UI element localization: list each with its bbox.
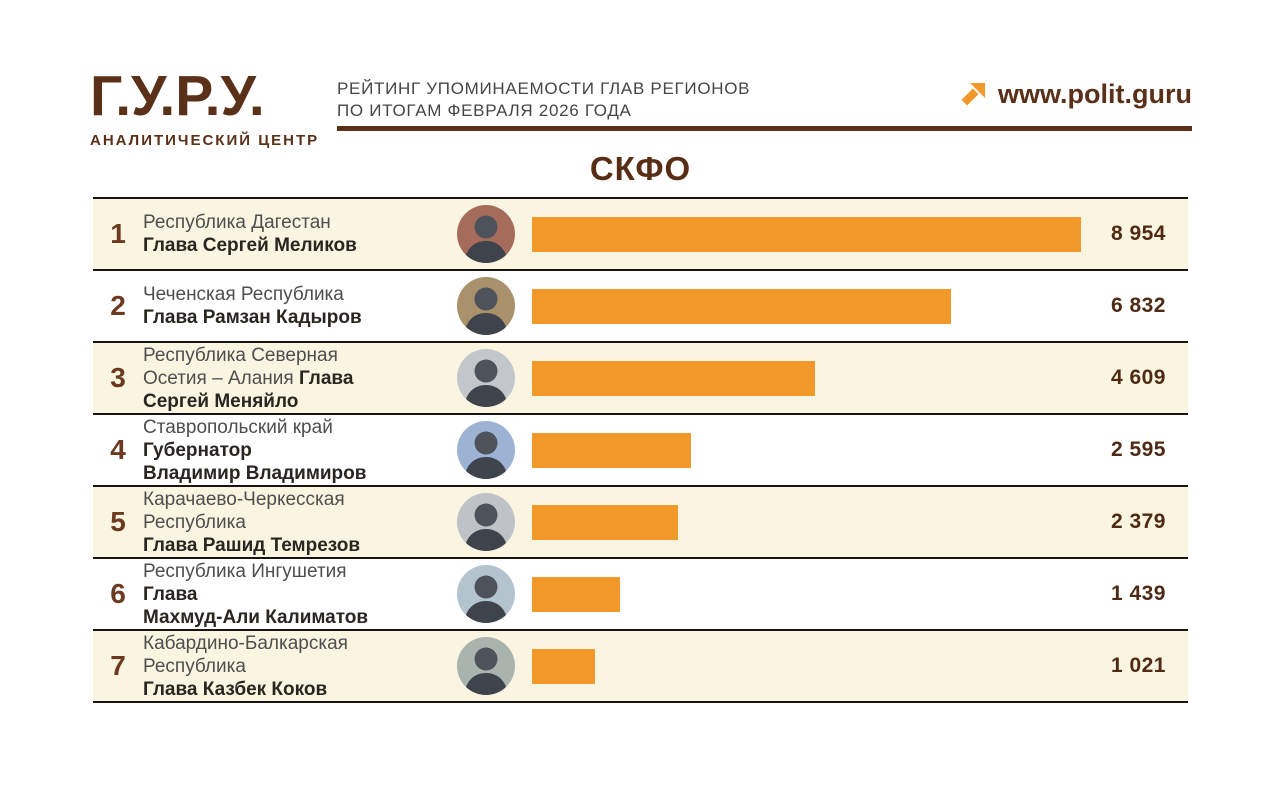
label-line: Республика Северная xyxy=(143,344,338,366)
person-silhouette-icon xyxy=(457,421,515,479)
rank-number: 1 xyxy=(110,218,126,249)
guru-logo: Г.У.Р.У. АНАЛИТИЧЕСКИЙ ЦЕНТР xyxy=(90,64,340,150)
section-title: СКФО xyxy=(589,150,692,187)
person-silhouette-icon xyxy=(457,277,515,335)
label-line: Глава xyxy=(143,583,198,605)
label-line: Ставропольский край xyxy=(143,416,333,438)
mention-bar xyxy=(532,576,620,612)
ranking-row-7: 7 Кабардино-Балкарская Республика Глава Каз… xyxy=(93,629,1188,701)
label-line: Республика xyxy=(143,511,246,533)
header-divider xyxy=(337,126,1192,131)
label-line: Сергей Меняйло xyxy=(143,390,299,412)
photo-kazbek-kokov xyxy=(457,637,515,695)
mention-bar xyxy=(532,216,1081,252)
label-line: Республика Ингушетия xyxy=(143,560,347,582)
mention-bar xyxy=(532,504,678,540)
bar-track xyxy=(532,216,1082,252)
mention-bar xyxy=(532,360,815,396)
mention-bar xyxy=(532,648,595,684)
photo-sergey-melikov xyxy=(457,205,515,263)
label-line: Глава Сергей Меликов xyxy=(143,235,357,256)
label-line: Карачаево-Черкесская xyxy=(143,488,345,510)
ranking-row-3: 3 Республика Северная Осетия – Алания Глав… xyxy=(93,341,1188,413)
label-line: Республика Дагестан xyxy=(143,212,331,233)
region-label: Республика Северная Осетия – Алания Глава… xyxy=(143,344,435,413)
logo-subtitle: АНАЛИТИЧЕСКИЙ ЦЕНТР xyxy=(90,132,320,149)
bar-track xyxy=(532,504,1082,540)
person-silhouette-icon xyxy=(457,205,515,263)
region-label: Кабардино-Балкарская Республика Глава Казб… xyxy=(143,632,435,701)
rank-number: 6 xyxy=(110,578,126,609)
label-line: Чеченская Республика xyxy=(143,284,344,305)
photo-sergey-menyaylo xyxy=(457,349,515,407)
label-line: Глава Рамзан Кадыров xyxy=(143,307,362,328)
mention-bar xyxy=(532,432,691,468)
label-line: Губернатор xyxy=(143,439,252,461)
report-title-line1: РЕЙТИНГ УПОМИНАЕМОСТИ ГЛАВ РЕГИОНОВ xyxy=(337,79,751,98)
mention-count: 1 439 xyxy=(1110,582,1166,605)
bar-track xyxy=(532,432,1082,468)
label-line: Республика xyxy=(143,655,246,677)
photo-makhmud-ali-kalimatov xyxy=(457,565,515,623)
bar-track xyxy=(532,576,1082,612)
mention-count: 2 595 xyxy=(1110,438,1166,461)
photo-rashid-temrezov xyxy=(457,493,515,551)
label-line: Глава Рашид Темрезов xyxy=(143,534,361,556)
rank-number: 3 xyxy=(110,362,126,393)
bar-track xyxy=(532,648,1082,684)
logo-title: Г.У.Р.У. xyxy=(90,64,265,128)
region-label: Республика Ингушетия Глава Махмуд-Али Кали… xyxy=(143,560,435,629)
label-line: Осетия – Алания Глава xyxy=(143,367,354,389)
website-link[interactable]: www.polit.guru xyxy=(960,79,1192,109)
photo-ramzan-kadyrov xyxy=(457,277,515,335)
mention-count: 6 832 xyxy=(1110,294,1166,317)
person-silhouette-icon xyxy=(457,493,515,551)
label-line: Владимир Владимиров xyxy=(143,462,367,484)
arrow-up-right-icon xyxy=(960,81,987,108)
person-silhouette-icon xyxy=(457,565,515,623)
rank-number: 7 xyxy=(110,650,126,681)
rank-number: 4 xyxy=(110,434,126,465)
person-silhouette-icon xyxy=(457,637,515,695)
photo-vladimir-vladimirov xyxy=(457,421,515,479)
ranking-row-5: 5 Карачаево-Черкесская Республика Глава Раш… xyxy=(93,485,1188,557)
ranking-row-6: 6 Республика Ингушетия Глава Махмуд-Али Кал… xyxy=(93,557,1188,629)
region-label: Чеченская Республика Глава Рамзан Кадыров xyxy=(143,283,435,329)
report-title-line2: ПО ИТОГАМ ФЕВРАЛЯ 2026 ГОДА xyxy=(337,101,632,120)
website-url: www.polit.guru xyxy=(998,79,1192,109)
label-line: Кабардино-Балкарская xyxy=(143,632,348,654)
label-line: Глава Казбек Коков xyxy=(143,678,328,700)
ranking-row-1: 1 Республика Дагестан Глава Сергей Меликов… xyxy=(93,197,1188,269)
rank-number: 2 xyxy=(110,290,126,321)
ranking-row-4: 4 Ставропольский край Губернатор Владимир В… xyxy=(93,413,1188,485)
rank-number: 5 xyxy=(110,506,126,537)
bar-track xyxy=(532,360,1082,396)
mention-count: 2 379 xyxy=(1110,510,1166,533)
ranking-row-2: 2 Чеченская Республика Глава Рамзан Кадыро… xyxy=(93,269,1188,341)
region-label: Карачаево-Черкесская Республика Глава Раши… xyxy=(143,488,435,557)
mention-count: 8 954 xyxy=(1110,222,1166,245)
mention-count: 4 609 xyxy=(1110,366,1166,389)
label-line: Махмуд-Али Калиматов xyxy=(143,606,369,628)
mention-count: 1 021 xyxy=(1110,654,1166,677)
region-label: Ставропольский край Губернатор Владимир Вл… xyxy=(143,416,435,485)
header: РЕЙТИНГ УПОМИНАЕМОСТИ ГЛАВ РЕГИОНОВ ПО И… xyxy=(337,78,1192,131)
mention-bar xyxy=(532,288,951,324)
region-label: Республика Дагестан Глава Сергей Меликов xyxy=(143,211,435,257)
person-silhouette-icon xyxy=(457,349,515,407)
report-title: РЕЙТИНГ УПОМИНАЕМОСТИ ГЛАВ РЕГИОНОВ ПО И… xyxy=(337,78,750,122)
ranking-table: 1 Республика Дагестан Глава Сергей Меликов… xyxy=(93,197,1188,703)
bar-track xyxy=(532,288,1082,324)
